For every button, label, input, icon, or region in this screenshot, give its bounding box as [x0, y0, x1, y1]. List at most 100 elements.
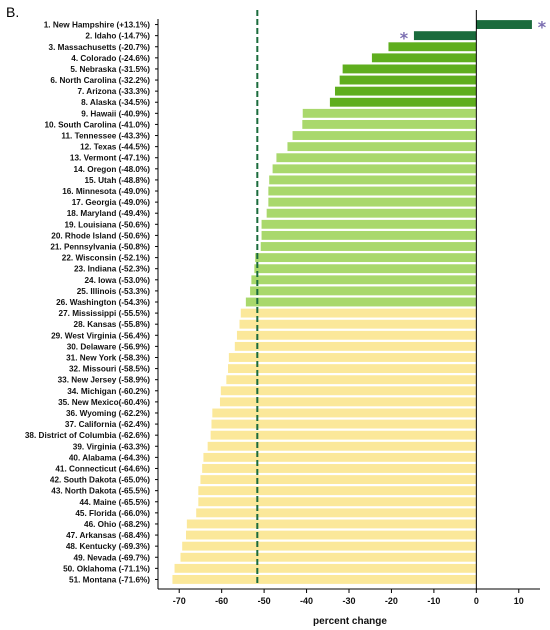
- bar-41: [202, 464, 477, 473]
- bar-27: [240, 308, 477, 318]
- bar-33: [226, 375, 477, 385]
- category-label-18: 18. Maryland (-49.4%): [67, 209, 151, 218]
- significance-asterisk-2: *: [400, 29, 409, 48]
- category-label-3: 3. Massachusetts (-20.7%): [49, 43, 151, 52]
- category-label-12: 12. Texas (-44.5%): [80, 143, 150, 152]
- bar-5: [342, 64, 477, 74]
- bar-3: [388, 42, 477, 52]
- x-tick-label: -10: [427, 596, 440, 606]
- bar-14: [272, 164, 477, 174]
- bar-18: [266, 208, 477, 218]
- bar-24: [251, 275, 477, 285]
- category-label-15: 15. Utah (-48.8%): [84, 176, 150, 185]
- bar-13: [276, 153, 477, 163]
- x-tick-label: -60: [215, 596, 228, 606]
- bar-1: [476, 20, 532, 29]
- x-tick-label: -20: [385, 596, 398, 606]
- category-label-14: 14. Oregon (-48.0%): [74, 165, 151, 174]
- panel-label: B.: [6, 4, 19, 20]
- category-label-10: 10. South Carolina (-41.0%): [44, 120, 150, 129]
- category-label-49: 49. Nevada (-69.7%): [74, 553, 151, 562]
- bar-28: [239, 319, 477, 329]
- bar-12: [287, 142, 477, 152]
- bar-50: [174, 563, 477, 573]
- bar-36: [212, 408, 477, 418]
- category-label-36: 36. Wyoming (-62.2%): [66, 409, 150, 418]
- bar-17: [268, 197, 477, 207]
- category-label-38: 38. District of Columbia (-62.6%): [25, 431, 150, 440]
- category-label-4: 4. Colorado (-24.6%): [71, 54, 150, 63]
- category-label-25: 25. Illinois (-53.3%): [77, 287, 151, 296]
- bar-45: [196, 508, 477, 518]
- bar-47: [186, 530, 477, 540]
- bar-8: [329, 97, 477, 107]
- category-label-5: 5. Nebraska (-31.5%): [70, 65, 150, 74]
- bar-23: [254, 264, 477, 274]
- category-label-48: 48. Kentucky (-69.3%): [66, 542, 150, 551]
- bar-15: [269, 175, 477, 185]
- bar-10: [302, 119, 477, 129]
- bars: [172, 20, 532, 584]
- category-label-7: 7. Arizona (-33.3%): [78, 87, 151, 96]
- category-label-9: 9. Hawaii (-40.9%): [81, 109, 150, 118]
- category-label-22: 22. Wisconsin (-52.1%): [62, 254, 150, 263]
- bar-39: [207, 441, 477, 451]
- bar-6: [339, 75, 477, 85]
- bar-7: [334, 86, 477, 96]
- category-label-31: 31. New York (-58.3%): [66, 353, 150, 362]
- category-label-2: 2. Idaho (-14.7%): [85, 32, 150, 41]
- bar-22: [255, 253, 477, 263]
- bar-29: [236, 330, 477, 340]
- category-label-23: 23. Indiana (-52.3%): [74, 265, 150, 274]
- bar-46: [186, 519, 477, 529]
- x-tick-label: -40: [300, 596, 313, 606]
- bar-40: [203, 452, 477, 462]
- category-label-21: 21. Pennsylvania (-50.8%): [50, 243, 150, 252]
- bar-32: [228, 364, 477, 374]
- x-tick-label: -70: [173, 596, 186, 606]
- category-label-19: 19. Louisiana (-50.6%): [64, 220, 150, 229]
- category-label-29: 29. West Virginia (-56.4%): [51, 331, 150, 340]
- category-label-20: 20. Rhode Island (-50.6%): [51, 231, 150, 240]
- axes: -70 -60 -50 -40 -30 -20 -10 0 10: [155, 10, 540, 606]
- category-label-30: 30. Delaware (-56.9%): [67, 342, 151, 351]
- category-label-46: 46. Ohio (-68.2%): [84, 520, 150, 529]
- bar-20: [261, 230, 477, 240]
- category-label-11: 11. Tennessee (-43.3%): [61, 132, 150, 141]
- category-label-37: 37. California (-62.4%): [65, 420, 150, 429]
- bar-42: [200, 475, 477, 485]
- category-label-44: 44. Maine (-65.5%): [79, 498, 150, 507]
- bar-30: [234, 341, 477, 351]
- bar-2: [413, 31, 477, 41]
- bar-49: [180, 552, 477, 562]
- category-label-8: 8. Alaska (-34.5%): [81, 98, 150, 107]
- category-label-41: 41. Connecticut (-64.6%): [55, 464, 150, 473]
- significance-asterisk-1: *: [538, 18, 547, 37]
- category-label-42: 42. South Dakota (-65.0%): [50, 476, 150, 485]
- x-tick-label: 0: [474, 596, 479, 606]
- category-label-33: 33. New Jersey (-58.9%): [58, 376, 151, 385]
- category-label-1: 1. New Hampshire (+13.1%): [44, 21, 151, 30]
- category-label-27: 27. Mississippi (-55.5%): [59, 309, 151, 318]
- x-axis-title: percent change: [313, 616, 387, 627]
- x-tick-label: -30: [342, 596, 355, 606]
- bar-4: [371, 53, 477, 63]
- category-label-6: 6. North Carolina (-32.2%): [50, 76, 150, 85]
- bar-25: [250, 286, 477, 296]
- category-label-26: 26. Washington (-54.3%): [56, 298, 150, 307]
- category-labels: 1. New Hampshire (+13.1%) 2. Idaho (-14.7…: [25, 21, 150, 585]
- category-label-24: 24. Iowa (-53.0%): [84, 276, 150, 285]
- bar-11: [292, 131, 477, 140]
- x-tick-label: -50: [258, 596, 271, 606]
- bar-34: [220, 386, 477, 396]
- bar-9: [302, 108, 477, 118]
- category-label-35: 35. New Mexico(-60.4%): [58, 398, 150, 407]
- bar-16: [268, 186, 477, 196]
- bar-26: [245, 297, 477, 307]
- category-label-34: 34. Michigan (-60.2%): [67, 387, 150, 396]
- category-label-47: 47. Arkansas (-68.4%): [66, 531, 150, 540]
- category-label-40: 40. Alabama (-64.3%): [69, 453, 150, 462]
- bar-48: [182, 541, 477, 551]
- category-label-16: 16. Minnesota (-49.0%): [62, 187, 150, 196]
